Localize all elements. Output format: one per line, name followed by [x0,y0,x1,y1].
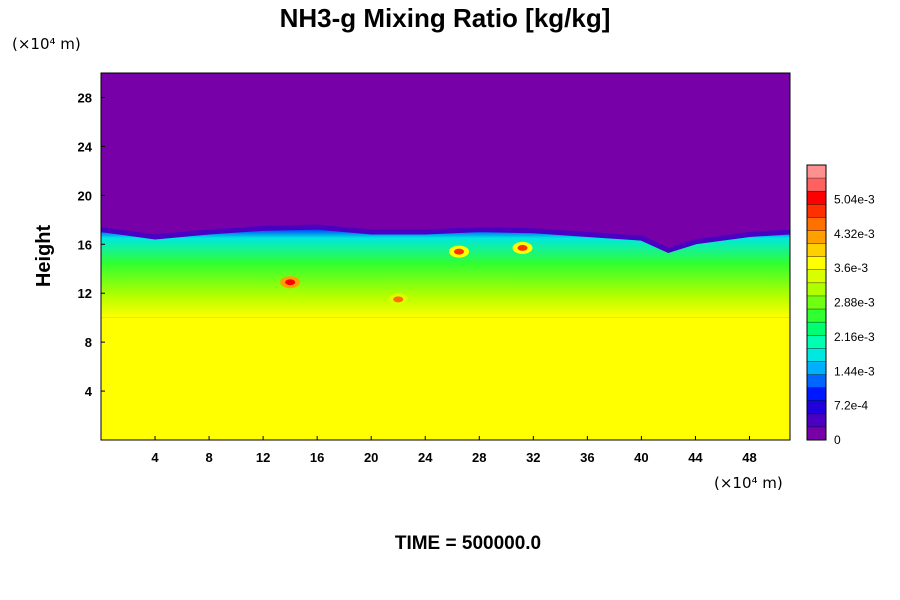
colorbar-segment [807,217,826,231]
colorbar-segment [807,243,826,257]
x-tick-label: 12 [256,450,270,465]
colorbar-segment [807,348,826,362]
hotspot-core [393,296,404,303]
colorbar-segment [807,191,826,205]
colorbar-segment [807,269,826,284]
colorbar-segment [807,426,826,441]
x-axis-ticks: 4 8 12 16 20 24 28 32 36 40 44 48 [151,436,757,465]
y-tick-label: 24 [78,139,93,154]
colorbar-tick-label: 2.16e-3 [834,330,875,344]
colorbar-segment [807,322,826,336]
colorbar-segment [807,309,826,323]
x-tick-label: 36 [580,450,594,465]
colorbar-tick-label: 2.88e-3 [834,296,875,310]
colorbar-segment [807,361,826,375]
hotspot-core [517,244,528,251]
mixed-layer-edge [101,224,790,254]
x-tick-label: 40 [634,450,648,465]
y-tick-label: 4 [85,384,93,399]
colorbar-tick-label: 3.6e-3 [834,261,868,275]
colorbar-tick-label: 1.44e-3 [834,364,875,378]
y-tick-label: 12 [78,286,92,301]
colorbar-segment [807,374,826,388]
colorbar-segment [807,387,826,402]
x-tick-label: 44 [688,450,703,465]
hotspot-core [285,279,296,286]
x-tick-label: 48 [742,450,756,465]
x-tick-label: 28 [472,450,486,465]
colorbar-segment [807,165,826,179]
colorbar: 0 7.2e-4 1.44e-3 2.16e-3 2.88e-3 3.6e-3 4.32e-… [806,164,875,447]
colorbar-tick-label: 7.2e-4 [834,399,868,413]
colorbar-segment [807,335,826,349]
y-axis-unit: (×10⁴ m) [12,35,81,53]
colorbar-segment [807,282,826,297]
plot-frame [100,72,791,441]
y-axis-label: Height [33,225,55,288]
colorbar-segment [807,295,826,310]
colorbar-segment [807,256,826,271]
colorbar-segment [807,178,826,192]
hotspot-layer [280,241,533,306]
chart-title: NH3-g Mixing Ratio [kg/kg] [280,3,611,33]
x-tick-label: 16 [310,450,324,465]
mixed-layer-band [101,227,790,318]
lower-uniform-region [101,317,790,440]
x-tick-label: 20 [364,450,378,465]
plot-area [101,73,790,440]
colorbar-tick-label: 4.32e-3 [834,227,875,241]
x-tick-label: 8 [205,450,212,465]
colorbar-tick-label: 5.04e-3 [834,192,875,206]
y-tick-label: 8 [85,335,92,350]
colorbar-frame [806,164,827,441]
y-tick-label: 28 [78,90,92,105]
x-tick-label: 4 [151,450,159,465]
y-tick-label: 16 [78,237,92,252]
colorbar-segment [807,400,826,415]
x-tick-label: 32 [526,450,540,465]
colorbar-tick-label: 0 [834,433,841,447]
colorbar-segment [807,413,826,428]
y-tick-label: 20 [78,188,92,203]
time-label: TIME = 500000.0 [395,533,541,554]
x-axis-unit: (×10⁴ m) [714,474,783,492]
colorbar-segment [807,204,826,218]
y-axis-ticks: 4 8 12 16 20 24 28 [78,90,105,399]
hotspot-core [454,248,465,255]
x-tick-label: 24 [418,450,433,465]
colorbar-segment [807,230,826,244]
